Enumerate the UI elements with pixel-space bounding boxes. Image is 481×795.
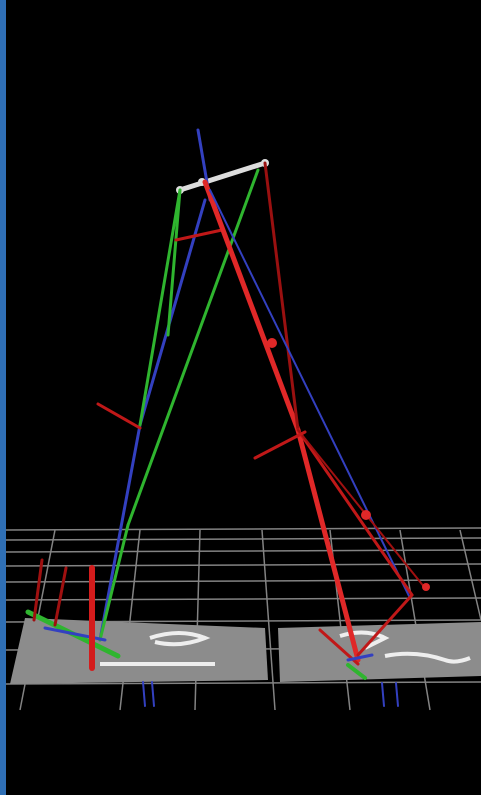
grid-line	[5, 549, 481, 553]
segment	[296, 428, 414, 597]
segment	[209, 189, 411, 599]
foot	[346, 653, 374, 662]
grid-line	[5, 681, 481, 685]
pelvis	[179, 160, 266, 193]
segment	[202, 179, 301, 433]
axis	[253, 430, 307, 460]
axis	[174, 228, 224, 242]
marking	[149, 631, 211, 647]
marker	[151, 681, 155, 707]
marker	[142, 681, 146, 707]
grid-line	[399, 529, 431, 711]
segment	[295, 427, 361, 663]
marking	[339, 630, 390, 650]
segment	[297, 429, 426, 589]
segment	[126, 168, 260, 527]
segment	[166, 188, 182, 337]
marker	[381, 682, 385, 707]
segment	[263, 161, 300, 432]
grid-line	[261, 529, 276, 711]
marker	[395, 682, 399, 707]
segment	[356, 593, 414, 657]
plate-markings	[100, 630, 471, 666]
marker	[267, 338, 277, 348]
marker	[422, 583, 430, 591]
marking	[384, 651, 471, 664]
force-vector	[53, 566, 68, 627]
marker	[361, 510, 371, 520]
grid-line	[5, 527, 481, 531]
grid-line	[459, 529, 481, 621]
segment	[98, 523, 130, 642]
segment	[98, 423, 142, 642]
right-leg	[202, 161, 430, 707]
grid-line	[5, 597, 481, 601]
grid-line	[5, 563, 481, 567]
segment	[138, 188, 182, 427]
force-vector	[32, 558, 44, 622]
left-border	[0, 0, 6, 795]
axis	[96, 402, 142, 430]
left-leg	[25, 128, 260, 707]
foot	[346, 663, 367, 680]
